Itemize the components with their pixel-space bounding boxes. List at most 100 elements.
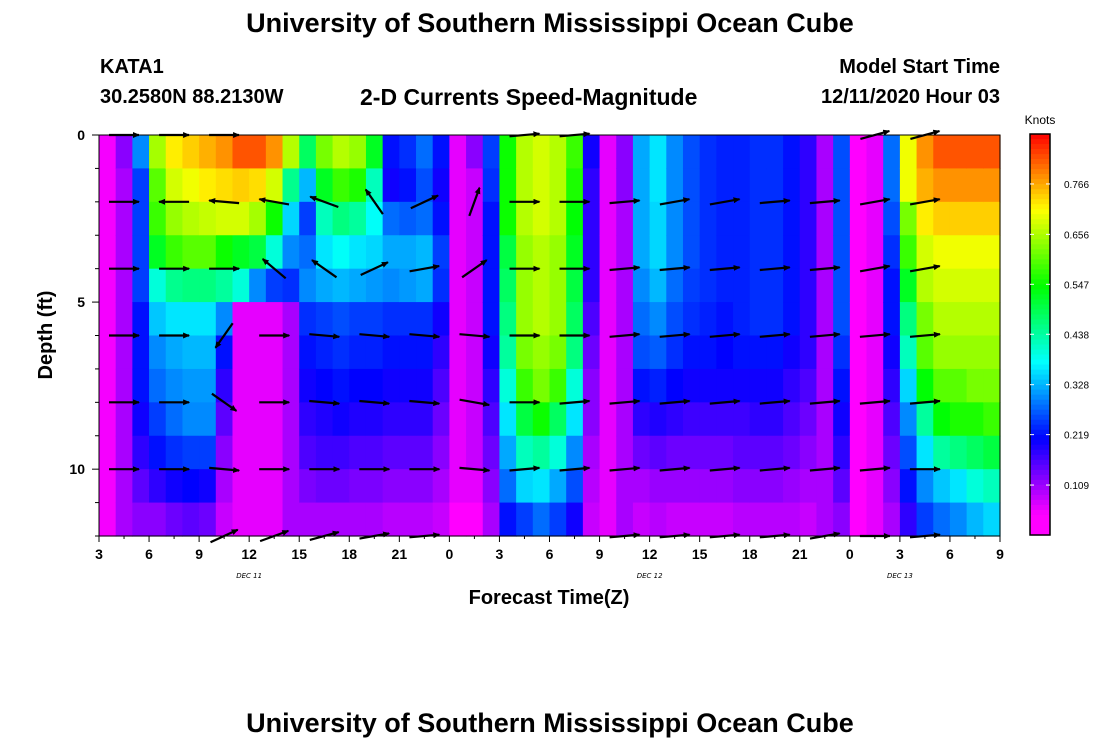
heatmap-cell bbox=[716, 268, 734, 303]
current-vector-arrow bbox=[909, 331, 941, 338]
heatmap-cell bbox=[582, 135, 601, 170]
heatmap-cell bbox=[449, 201, 467, 236]
colorbar-swatch bbox=[1030, 334, 1050, 341]
heatmap-cell bbox=[382, 168, 400, 203]
heatmap-cell bbox=[733, 335, 751, 370]
heatmap-cell bbox=[599, 135, 617, 170]
heatmap-cell bbox=[716, 168, 734, 203]
heatmap-cell bbox=[499, 268, 517, 303]
heatmap-cell bbox=[299, 135, 317, 170]
heatmap-cell bbox=[699, 368, 717, 403]
heatmap-cell bbox=[799, 235, 818, 270]
heatmap-cell bbox=[883, 368, 901, 403]
heatmap-cell bbox=[899, 268, 918, 303]
heatmap-cell bbox=[532, 402, 551, 437]
heatmap-cell bbox=[399, 502, 417, 537]
colorbar-swatch bbox=[1030, 499, 1050, 506]
x-tick-label: 6 bbox=[145, 546, 153, 562]
heatmap-cell bbox=[199, 435, 217, 470]
heatmap-cell bbox=[182, 302, 200, 337]
heatmap-cell bbox=[933, 268, 951, 303]
heatmap-cell bbox=[649, 268, 667, 303]
current-vector-arrow bbox=[809, 264, 841, 272]
heatmap-cell bbox=[199, 502, 217, 537]
heatmap-cell bbox=[899, 435, 918, 470]
heatmap-cell bbox=[582, 469, 601, 504]
heatmap-cell bbox=[599, 402, 617, 437]
colorbar-swatch bbox=[1030, 284, 1050, 290]
heatmap-cell bbox=[983, 135, 1001, 170]
colorbar-swatch bbox=[1030, 229, 1050, 235]
heatmap-cell bbox=[149, 201, 167, 236]
heatmap-cell bbox=[199, 469, 217, 504]
heatmap-cell bbox=[899, 135, 918, 170]
heatmap-cell bbox=[149, 435, 167, 470]
heatmap-cell bbox=[249, 335, 267, 370]
current-vector-arrow bbox=[659, 398, 691, 405]
heatmap-cell bbox=[599, 335, 617, 370]
heatmap-cell bbox=[749, 335, 768, 370]
heatmap-cell bbox=[816, 368, 834, 403]
heatmap-cell bbox=[699, 201, 717, 236]
heatmap-cell bbox=[315, 469, 334, 504]
heatmap-cell bbox=[733, 302, 751, 337]
heatmap-cell bbox=[632, 502, 651, 537]
heatmap-cell bbox=[883, 235, 901, 270]
heatmap-cell bbox=[99, 168, 117, 203]
colorbar-swatch bbox=[1030, 294, 1050, 301]
colorbar-swatch bbox=[1030, 139, 1050, 145]
colorbar-swatch bbox=[1030, 384, 1050, 391]
heatmap-cell bbox=[632, 435, 651, 470]
heatmap-cell bbox=[682, 469, 701, 504]
heatmap-cell bbox=[799, 469, 818, 504]
heatmap-cell bbox=[632, 335, 651, 370]
heatmap-cell bbox=[332, 235, 350, 270]
colorbar-swatch bbox=[1030, 184, 1050, 190]
x-tick-label: 0 bbox=[846, 546, 854, 562]
heatmap-cell bbox=[532, 135, 551, 170]
heatmap-cell bbox=[432, 135, 450, 170]
heatmap-cell bbox=[432, 502, 450, 537]
heatmap-cell bbox=[983, 469, 1001, 504]
heatmap-cell bbox=[766, 435, 784, 470]
heatmap-cell bbox=[566, 335, 584, 370]
heatmap-cell bbox=[849, 135, 868, 170]
heatmap-cell bbox=[199, 268, 217, 303]
heatmap-cell bbox=[816, 502, 834, 537]
heatmap-cell bbox=[399, 168, 417, 203]
heatmap-cell bbox=[215, 302, 234, 337]
heatmap-cell bbox=[616, 435, 634, 470]
heatmap-cell bbox=[966, 168, 984, 203]
heatmap-cell bbox=[966, 268, 984, 303]
colorbar-swatch bbox=[1030, 469, 1050, 476]
heatmap-cell bbox=[532, 302, 551, 337]
heatmap-cell bbox=[482, 435, 501, 470]
heatmap-cell bbox=[766, 368, 784, 403]
colorbar-swatch bbox=[1030, 519, 1050, 526]
heatmap-cell bbox=[449, 335, 467, 370]
heatmap-cell bbox=[132, 335, 150, 370]
heatmap-cell bbox=[549, 435, 567, 470]
heatmap-cell bbox=[899, 502, 918, 537]
day-label: DEC 12 bbox=[637, 572, 663, 580]
heatmap-cell bbox=[265, 435, 284, 470]
heatmap-cell bbox=[149, 335, 167, 370]
heatmap-cell bbox=[249, 435, 267, 470]
heatmap-cell bbox=[849, 235, 868, 270]
heatmap-cell bbox=[399, 335, 417, 370]
station-id: KATA1 bbox=[100, 56, 164, 78]
heatmap-cell bbox=[716, 402, 734, 437]
heatmap-cell bbox=[132, 168, 150, 203]
heatmap-cell bbox=[482, 335, 501, 370]
current-vector-arrow bbox=[709, 197, 741, 206]
colorbar-swatch bbox=[1030, 509, 1050, 516]
heatmap-cell bbox=[549, 469, 567, 504]
x-tick-label: 3 bbox=[496, 546, 504, 562]
heatmap-cell bbox=[616, 502, 634, 537]
heatmap-cell bbox=[215, 502, 234, 537]
heatmap-cell bbox=[99, 469, 117, 504]
current-vector-arrow bbox=[311, 259, 338, 279]
heatmap-cell bbox=[949, 168, 968, 203]
heatmap-cell bbox=[849, 302, 868, 337]
heatmap-cell bbox=[282, 502, 300, 537]
